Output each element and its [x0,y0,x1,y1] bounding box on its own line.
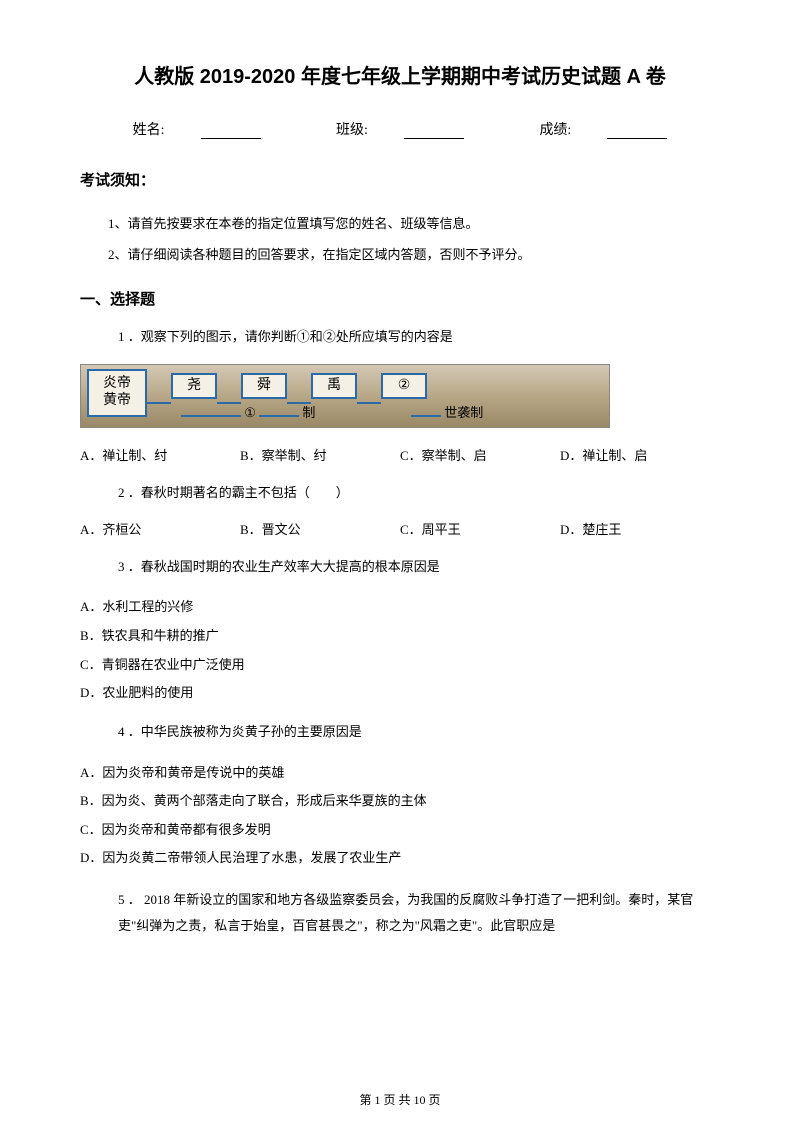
diagram-line-4 [357,402,381,404]
diagram-under2-text: 世袭制 [444,405,483,420]
question-3-text: 3 ．春秋战国时期的农业生产效率大大提高的根本原因是 [118,557,720,578]
q2-opt-d[interactable]: D．楚庄王 [560,520,720,541]
diagram-under-label-1: ① 制 [181,402,315,421]
diagram-under1-text: 制 [302,405,315,420]
q3-opt-a[interactable]: A．水利工程的兴修 [80,593,720,622]
diagram-q1: 炎帝 黄帝 尧 舜 禹 ② ① 制 世袭制 [80,364,610,428]
q3-opt-b[interactable]: B．铁农具和牛耕的推广 [80,622,720,651]
diagram-box-2: 尧 [171,373,217,399]
diagram-box-3: 舜 [241,373,287,399]
student-info-row: 姓名: 班级: 成绩: [80,119,720,139]
q4-opt-d[interactable]: D．因为炎黄二帝带领人民治理了水患，发展了农业生产 [80,844,720,873]
diagram-box-4: 禹 [311,373,357,399]
q4-opt-a[interactable]: A．因为炎帝和黄帝是传说中的英雄 [80,759,720,788]
section-1-title: 一、选择题 [80,288,720,309]
diagram-line-1 [147,402,171,404]
q3-opt-c[interactable]: C．青铜器在农业中广泛使用 [80,651,720,680]
diagram-box1-l2: 黄帝 [103,393,131,410]
question-1-text: 1 ．观察下列的图示，请你判断①和②处所应填写的内容是 [118,327,720,348]
class-blank[interactable] [404,125,464,139]
score-blank[interactable] [607,125,667,139]
page-footer: 第 1 页 共 10 页 [0,1091,800,1108]
q1-options: A．禅让制、纣 B．察举制、纣 C．察举制、启 D．禅让制、启 [80,446,720,467]
q1-opt-c[interactable]: C．察举制、启 [400,446,560,467]
instructions-block: 1、请首先按要求在本卷的指定位置填写您的姓名、班级等信息。 2、请仔细阅读各种题… [108,208,720,270]
name-label: 姓名: [133,123,165,138]
instruction-1: 1、请首先按要求在本卷的指定位置填写您的姓名、班级等信息。 [108,208,720,239]
q2-opt-b[interactable]: B．晋文公 [240,520,400,541]
question-4-text: 4 ．中华民族被称为炎黄子孙的主要原因是 [118,722,720,743]
diagram-box1-l1: 炎帝 [103,376,131,393]
score-label: 成绩: [539,123,571,138]
q3-options: A．水利工程的兴修 B．铁农具和牛耕的推广 C．青铜器在农业中广泛使用 D．农业… [80,593,720,707]
question-2-text: 2 ．春秋时期著名的霸主不包括（ ） [118,483,720,504]
question-5-text: 5 ． 2018 年新设立的国家和地方各级监察委员会，为我国的反腐败斗争打造了一… [118,887,720,939]
diagram-box-1: 炎帝 黄帝 [87,369,147,417]
q2-options: A．齐桓公 B．晋文公 C．周平王 D．楚庄王 [80,520,720,541]
q4-opt-b[interactable]: B．因为炎、黄两个部落走向了联合，形成后来华夏族的主体 [80,787,720,816]
name-blank[interactable] [201,125,261,139]
exam-title: 人教版 2019-2020 年度七年级上学期期中考试历史试题 A 卷 [80,60,720,89]
q1-opt-a[interactable]: A．禅让制、纣 [80,446,240,467]
q4-opt-c[interactable]: C．因为炎帝和黄帝都有很多发明 [80,816,720,845]
q2-opt-c[interactable]: C．周平王 [400,520,560,541]
q2-opt-a[interactable]: A．齐桓公 [80,520,240,541]
instruction-2: 2、请仔细阅读各种题目的回答要求，在指定区域内答题，否则不予评分。 [108,239,720,270]
q1-opt-d[interactable]: D．禅让制、启 [560,446,720,467]
diagram-under-label-2: 世袭制 [411,402,483,421]
q4-options: A．因为炎帝和黄帝是传说中的英雄 B．因为炎、黄两个部落走向了联合，形成后来华夏… [80,759,720,873]
q3-opt-d[interactable]: D．农业肥料的使用 [80,679,720,708]
instructions-heading: 考试须知： [80,169,720,190]
diagram-under1-num: ① [244,405,256,420]
q1-opt-b[interactable]: B．察举制、纣 [240,446,400,467]
class-label: 班级: [336,123,368,138]
diagram-box-5: ② [381,373,427,399]
